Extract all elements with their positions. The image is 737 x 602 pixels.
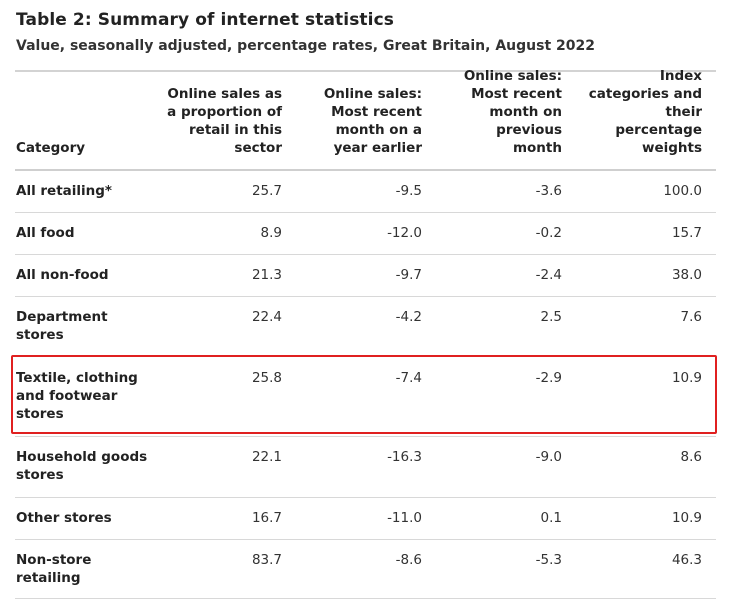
row-category: Other stores	[16, 510, 112, 526]
cell-online-sales-proportion: 16.7	[251, 510, 282, 526]
cell-index-weight: 100.0	[663, 183, 702, 199]
header-online-sales-proportion: Online sales as a proportion of retail i…	[167, 86, 282, 156]
row-category: Department stores	[16, 309, 108, 343]
cell-year-earlier: -11.0	[387, 510, 422, 526]
cell-index-weight: 46.3	[671, 552, 702, 568]
cell-previous-month: 0.1	[540, 510, 562, 526]
header-online-sales-previous-month: Online sales: Most recent month on previ…	[463, 68, 562, 156]
table-title: Table 2: Summary of internet statistics	[16, 10, 394, 30]
cell-year-earlier: -9.5	[395, 183, 422, 199]
cell-online-sales-proportion: 25.8	[251, 370, 282, 386]
table-row: All food 8.9 -12.0 -0.2 15.7	[15, 213, 716, 255]
header-online-sales-year-earlier: Online sales: Most recent month on a yea…	[323, 86, 422, 156]
cell-online-sales-proportion: 22.1	[251, 449, 282, 465]
cell-index-weight: 15.7	[671, 225, 702, 241]
table-row-highlighted: Textile, clothing and footwear stores 25…	[15, 356, 716, 437]
row-category: Household goods stores	[16, 449, 148, 483]
cell-previous-month: -0.2	[535, 225, 562, 241]
cell-previous-month: -2.9	[535, 370, 562, 386]
statistics-table: Category Online sales as a proportion of…	[15, 68, 716, 599]
header-index-weights: Index categories and their percentage we…	[588, 68, 702, 156]
table-subtitle: Value, seasonally adjusted, percentage r…	[16, 38, 595, 54]
cell-online-sales-proportion: 83.7	[251, 552, 282, 568]
row-category: Textile, clothing and footwear stores	[16, 370, 138, 422]
cell-year-earlier: -12.0	[387, 225, 422, 241]
cell-previous-month: 2.5	[540, 309, 562, 325]
cell-year-earlier: -8.6	[395, 552, 422, 568]
row-category: All retailing*	[16, 183, 112, 199]
row-category: All food	[16, 225, 75, 241]
cell-online-sales-proportion: 22.4	[251, 309, 282, 325]
table-top-rule	[15, 70, 716, 72]
cell-year-earlier: -4.2	[395, 309, 422, 325]
cell-index-weight: 8.6	[680, 449, 702, 465]
cell-previous-month: -2.4	[535, 267, 562, 283]
table-row: All retailing* 25.7 -9.5 -3.6 100.0	[15, 171, 716, 213]
table-row: Other stores 16.7 -11.0 0.1 10.9	[15, 498, 716, 540]
cell-online-sales-proportion: 8.9	[260, 225, 282, 241]
table-row: Household goods stores 22.1 -16.3 -9.0 8…	[15, 437, 716, 498]
cell-year-earlier: -16.3	[387, 449, 422, 465]
table-row: All non-food 21.3 -9.7 -2.4 38.0	[15, 255, 716, 297]
cell-index-weight: 10.9	[671, 510, 702, 526]
cell-online-sales-proportion: 25.7	[251, 183, 282, 199]
cell-year-earlier: -9.7	[395, 267, 422, 283]
table-header-row: Category Online sales as a proportion of…	[15, 68, 716, 171]
cell-index-weight: 38.0	[671, 267, 702, 283]
table-row: Department stores 22.4 -4.2 2.5 7.6	[15, 297, 716, 356]
table-row: Non-store retailing 83.7 -8.6 -5.3 46.3	[15, 540, 716, 599]
cell-index-weight: 10.9	[671, 370, 702, 386]
cell-index-weight: 7.6	[680, 309, 702, 325]
cell-online-sales-proportion: 21.3	[251, 267, 282, 283]
cell-previous-month: -5.3	[535, 552, 562, 568]
cell-year-earlier: -7.4	[395, 370, 422, 386]
cell-previous-month: -3.6	[535, 183, 562, 199]
row-category: Non-store retailing	[16, 552, 92, 586]
row-category: All non-food	[16, 267, 109, 283]
cell-previous-month: -9.0	[535, 449, 562, 465]
header-category: Category	[16, 140, 86, 156]
